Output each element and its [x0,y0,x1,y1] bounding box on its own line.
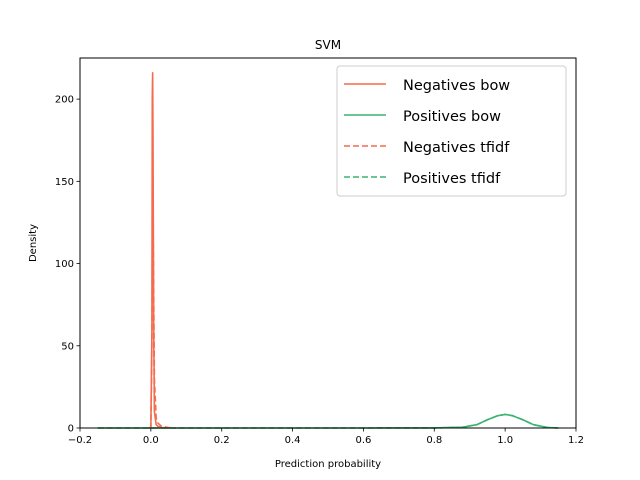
x-axis: −0.2 0.0 0.2 0.4 0.6 0.8 1.0 1.2 [68,428,584,446]
x-axis-label: Prediction probability [275,459,381,470]
plot-area [79,57,577,429]
series-line-4 [97,413,559,429]
legend-label: Positives bow [403,109,501,125]
legend-label: Positives tfidf [403,171,501,187]
x-tick-label: 0.4 [285,435,301,446]
x-tick-label: 0.0 [143,435,159,446]
y-tick-label: 100 [55,259,74,270]
y-tick-label: 0 [68,424,74,435]
legend-label: Negatives bow [403,78,510,94]
y-tick-label: 200 [55,95,74,106]
legend-label: Negatives tfidf [403,140,510,156]
y-axis-label: Density [28,224,39,262]
y-tick-label: 50 [61,341,74,352]
plot-frame [79,57,577,429]
y-axis: 0 50 100 150 200 [55,95,80,435]
y-tick-label: 150 [55,177,74,188]
legend: Negatives bow Positives bow Negatives tfid… [336,65,567,197]
legend-box [336,65,567,197]
x-tick-label: −0.2 [68,435,92,446]
x-tick-label: 1.2 [568,435,584,446]
series-line-3 [148,164,176,429]
series-line-2 [97,413,559,429]
x-tick-label: 0.6 [355,435,371,446]
chart-title: SVM [315,38,341,52]
x-tick-label: 0.2 [214,435,230,446]
x-tick-label: 0.8 [426,435,442,446]
x-tick-label: 1.0 [497,435,513,446]
